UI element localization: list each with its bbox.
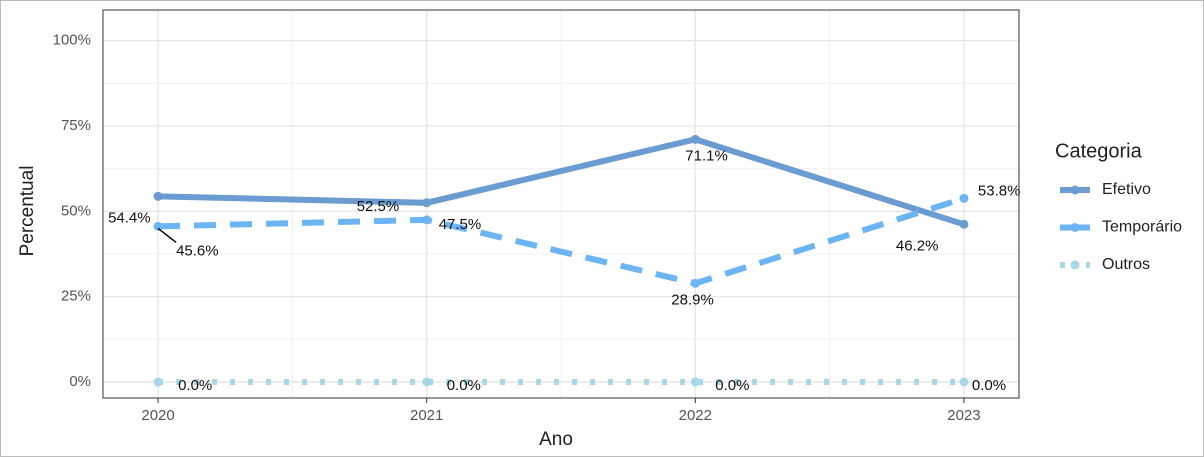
legend-label: Outros [1102, 256, 1150, 273]
x-tick-label: 2023 [947, 407, 980, 424]
value-label: 0.0% [447, 377, 481, 394]
value-label: 71.1% [685, 147, 728, 164]
x-tick-label: 2020 [141, 407, 174, 424]
point [959, 219, 969, 229]
line [157, 136, 965, 228]
x-axis-label: Ano [539, 429, 573, 450]
point [690, 278, 700, 288]
legend-point [1070, 223, 1080, 232]
value-label: 52.5% [357, 198, 400, 215]
point [422, 377, 432, 387]
legend-title: Categoria [1055, 140, 1143, 162]
y-tick-label: 75% [61, 117, 91, 134]
value-label: 45.6% [176, 242, 219, 259]
y-tick-label: 50% [61, 202, 91, 219]
y-tick-label: 100% [53, 32, 91, 49]
y-tick-label: 25% [61, 288, 91, 305]
point [690, 377, 700, 387]
point [153, 221, 163, 231]
legend-label: Temporário [1102, 219, 1182, 236]
value-label: 53.8% [978, 182, 1021, 199]
leader-line [157, 227, 177, 243]
value-label: 46.2% [896, 237, 939, 254]
point [422, 198, 432, 208]
panel-border [102, 9, 1020, 399]
value-label: 0.0% [715, 377, 749, 394]
value-label: 28.9% [671, 291, 714, 308]
point [959, 193, 969, 203]
point [153, 191, 163, 201]
point [690, 134, 700, 144]
point [153, 377, 163, 387]
point [959, 377, 969, 387]
line [157, 195, 965, 287]
value-label: 54.4% [108, 209, 151, 226]
legend-label: Efetivo [1102, 181, 1151, 198]
legend-point [1070, 260, 1080, 270]
value-label: 47.5% [439, 216, 482, 233]
value-label: 0.0% [178, 377, 212, 394]
legend-point [1070, 185, 1080, 195]
value-label: 0.0% [972, 377, 1006, 394]
x-tick-label: 2022 [679, 407, 712, 424]
x-tick-label: 2021 [410, 407, 443, 424]
y-axis-label: Percentual [17, 166, 38, 257]
point [422, 215, 432, 225]
y-tick-label: 0% [69, 373, 91, 390]
